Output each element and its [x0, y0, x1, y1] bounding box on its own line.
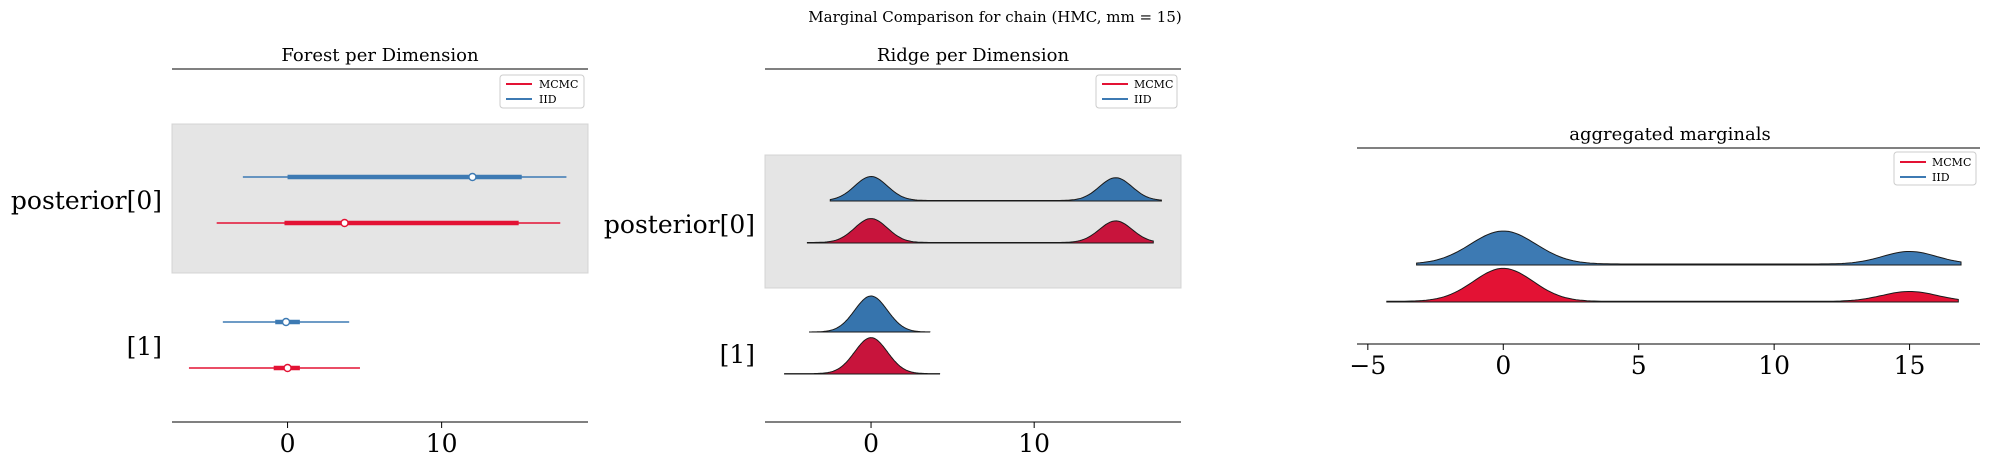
ridge-legend-mcmc-label: MCMC	[1134, 78, 1173, 91]
ridge-marks	[784, 175, 1162, 375]
forest-marks	[188, 172, 567, 373]
figure-suptitle: Marginal Comparison for chain (HMC, mm =…	[808, 8, 1181, 26]
ridge-xtick-label-1: 10	[1018, 429, 1050, 458]
forest-xtick-label-1: 10	[426, 429, 458, 458]
forest-legend-iid-label: IID	[539, 93, 557, 106]
forest-median-point-mcmc-0	[340, 218, 349, 228]
forest-legend-mcmc-label: MCMC	[539, 78, 578, 91]
ridge-density-mcmc-1	[784, 337, 941, 375]
aggregated-xtick-label-1: 0	[1495, 351, 1511, 380]
aggregated-legend-iid-label: IID	[1932, 171, 1950, 184]
aggregated-legend-mcmc-label: MCMC	[1932, 156, 1971, 169]
aggregated-xtick-label-0: −5	[1349, 351, 1386, 380]
forest-panel: Forest per Dimension posterior[0] [1] 0 1…	[11, 45, 589, 458]
ridge-x-ticks: 0 10	[863, 422, 1050, 458]
ridge-row-label-posterior0: posterior[0]	[604, 210, 755, 239]
ridge-panel: Ridge per Dimension posterior[0] [1] 0 10…	[604, 45, 1182, 458]
forest-title: Forest per Dimension	[281, 45, 479, 66]
ridge-density-mcmc-0	[806, 218, 1154, 244]
aggregated-marks	[1386, 230, 1962, 303]
aggregated-xtick-label-2: 5	[1631, 351, 1647, 380]
ridge-density-iid-1	[809, 295, 931, 333]
ridge-title: Ridge per Dimension	[877, 45, 1070, 66]
forest-x-ticks: 0 10	[280, 422, 458, 458]
aggregated-density-iid	[1416, 230, 1962, 266]
aggregated-xtick-label-3: 10	[1758, 351, 1790, 380]
aggregated-xtick-label-4: 15	[1894, 351, 1926, 380]
forest-median-point-iid-0	[468, 172, 477, 182]
forest-median-point-mcmc-1	[283, 363, 292, 373]
forest-legend: MCMC IID	[499, 74, 585, 109]
forest-row-label-posterior0: posterior[0]	[11, 186, 162, 215]
ridge-legend-iid-label: IID	[1134, 93, 1152, 106]
forest-median-point-iid-1	[281, 317, 291, 327]
forest-row-band-posterior0	[171, 123, 589, 274]
forest-xtick-label-0: 0	[280, 429, 296, 458]
aggregated-panel: aggregated marginals −5 0 5 10 15 MCMC IID	[1349, 124, 1980, 380]
ridge-density-iid-0	[829, 175, 1162, 202]
aggregated-legend: MCMC IID	[1893, 151, 1977, 186]
ridge-legend: MCMC IID	[1095, 74, 1178, 109]
ridge-row-label-1: [1]	[720, 340, 755, 369]
forest-row-label-1: [1]	[127, 332, 162, 361]
aggregated-x-ticks: −5 0 5 10 15	[1349, 344, 1925, 380]
ridge-xtick-label-0: 0	[863, 429, 879, 458]
aggregated-density-mcmc	[1386, 267, 1959, 303]
aggregated-title: aggregated marginals	[1569, 124, 1770, 145]
